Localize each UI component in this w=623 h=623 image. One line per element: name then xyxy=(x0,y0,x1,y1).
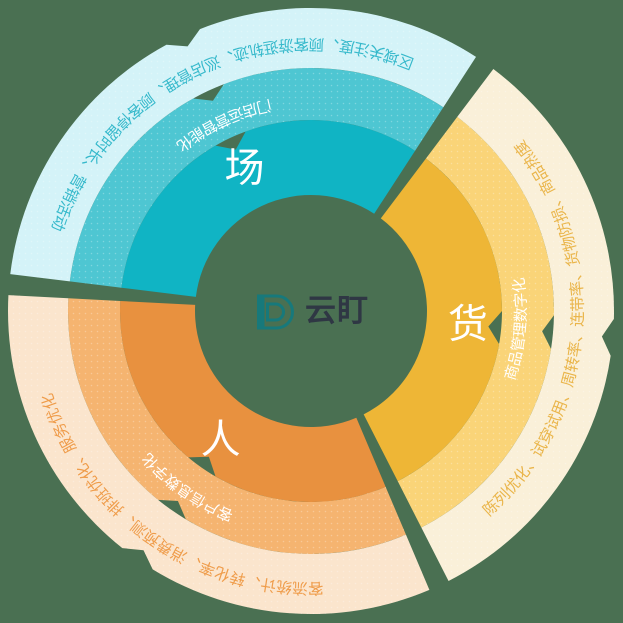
sector-huo-inner-band[interactable] xyxy=(363,158,502,482)
sector-chang-mid-band-texture xyxy=(69,68,444,288)
sector-ren-inner-band[interactable] xyxy=(120,301,386,502)
sector-chang-key-label: 场 xyxy=(224,145,264,191)
sector-chang-inner-band[interactable] xyxy=(121,120,416,297)
sector-huo-outer-band-texture xyxy=(421,69,615,581)
sector-ren-outer-band-texture xyxy=(7,295,430,614)
sector-chang-outer-band-texture xyxy=(10,8,477,282)
sector-huo-mid-band-texture xyxy=(397,116,555,528)
sector-ren-key-label: 人 xyxy=(201,417,241,463)
sector-ren-mid-band-texture xyxy=(67,298,406,554)
sector-huo-key-label: 货 xyxy=(448,302,488,348)
